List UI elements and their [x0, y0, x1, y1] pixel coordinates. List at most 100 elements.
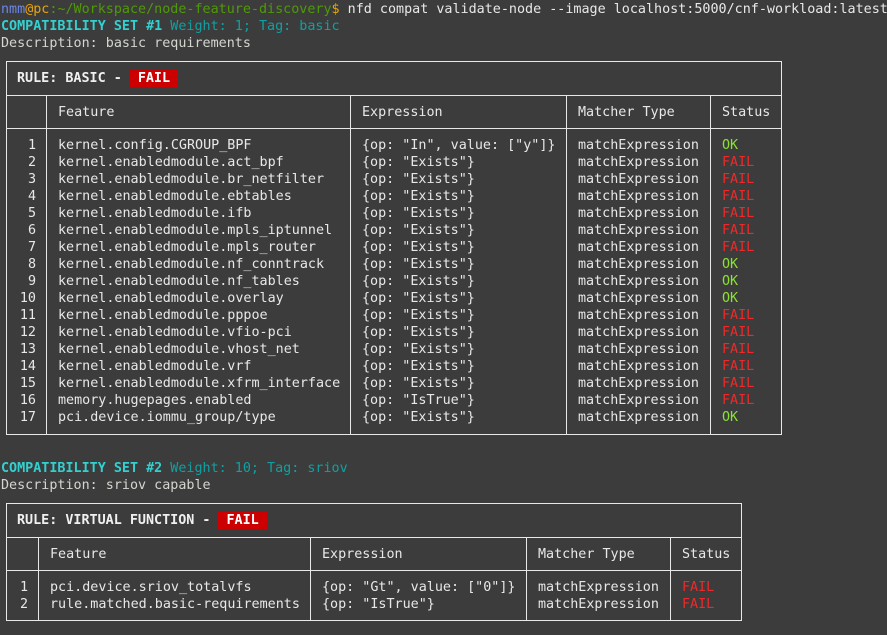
- row-index: 7: [27, 240, 36, 255]
- expression: {op: "Exists"}: [362, 359, 475, 374]
- feature-name: kernel.enabledmodule.ebtables: [58, 189, 292, 204]
- status: OK: [722, 291, 739, 306]
- feature-name: kernel.enabledmodule.nf_conntrack: [58, 257, 325, 272]
- prompt-host: pc: [33, 2, 50, 17]
- matcher-type: matchExpression: [578, 325, 699, 340]
- set-title: COMPATIBILITY SET #1: [1, 19, 163, 34]
- matcher-type: matchExpression: [578, 240, 699, 255]
- rule-name: RULE: VIRTUAL FUNCTION -: [17, 513, 211, 528]
- column-status: FAIL FAIL: [670, 571, 741, 621]
- table-body: 1 2 pci.device.sriov_totalvfs rule.matched.…: [7, 571, 741, 621]
- header-matcher-type: Matcher Type: [566, 96, 710, 128]
- row-index: 6: [27, 223, 36, 238]
- row-index: 2: [27, 155, 36, 170]
- feature-name: pci.device.sriov_totalvfs: [50, 580, 252, 595]
- column-status: OK FAIL FAIL FAIL FAIL FAIL FAIL OK OK OK FAIL FAIL…: [710, 129, 781, 434]
- status: FAIL: [682, 580, 715, 595]
- header-feature: Feature: [38, 538, 310, 570]
- set-meta: Weight: 1; Tag: basic: [162, 19, 340, 34]
- matcher-type: matchExpression: [578, 274, 699, 289]
- expression: {op: "Exists"}: [362, 325, 475, 340]
- feature-name: kernel.enabledmodule.vfio-pci: [58, 325, 292, 340]
- expression: {op: "In", value: ["y"]}: [362, 138, 556, 153]
- column-matcher-type: matchExpression matchExpression: [526, 571, 670, 621]
- expression: {op: "Exists"}: [362, 410, 475, 425]
- expression: {op: "Exists"}: [362, 274, 475, 289]
- column-expression: {op: "Gt", value: ["0"]} {op: "IsTrue"}: [310, 571, 526, 621]
- status: FAIL: [722, 325, 755, 340]
- column-matcher-type: matchExpression matchExpression matchExpre…: [566, 129, 710, 434]
- expression: {op: "Exists"}: [362, 308, 475, 323]
- rule-table-basic: RULE: BASIC - FAIL Feature Expression Mat…: [6, 61, 782, 435]
- table-body: 1 2 3 4 5 6 7 8 9 10 11 12 13 14 15 16 17 kernel.config.C…: [7, 129, 781, 434]
- matcher-type: matchExpression: [578, 206, 699, 221]
- matcher-type: matchExpression: [578, 172, 699, 187]
- feature-name: kernel.enabledmodule.mpls_router: [58, 240, 316, 255]
- column-feature-name: kernel.config.CGROUP_BPF kernel.enabledmo…: [46, 129, 350, 434]
- row-index: 16: [19, 393, 36, 408]
- feature-name: kernel.enabledmodule.mpls_iptunnel: [58, 223, 333, 238]
- feature-name: kernel.enabledmodule.pppoe: [58, 308, 268, 323]
- expression: {op: "Exists"}: [362, 376, 475, 391]
- status: FAIL: [722, 172, 755, 187]
- header-status: Status: [710, 96, 781, 128]
- command-text: nfd compat validate-node --image localho…: [339, 2, 887, 17]
- header-feature: Feature: [46, 96, 350, 128]
- matcher-type: matchExpression: [578, 223, 699, 238]
- matcher-type: matchExpression: [578, 257, 699, 272]
- feature-name: kernel.enabledmodule.overlay: [58, 291, 284, 306]
- matcher-type: matchExpression: [538, 597, 659, 612]
- row-index: 3: [27, 172, 36, 187]
- matcher-type: matchExpression: [578, 155, 699, 170]
- row-index: 4: [27, 189, 36, 204]
- row-index: 13: [19, 342, 36, 357]
- row-index: 10: [19, 291, 36, 306]
- expression: {op: "Exists"}: [362, 155, 475, 170]
- status: FAIL: [722, 359, 755, 374]
- feature-name: kernel.config.CGROUP_BPF: [58, 138, 252, 153]
- feature-name: memory.hugepages.enabled: [58, 393, 252, 408]
- status: FAIL: [722, 223, 755, 238]
- feature-name: kernel.enabledmodule.vhost_net: [58, 342, 300, 357]
- feature-name: rule.matched.basic-requirements: [50, 597, 300, 612]
- prompt-user: nmm: [1, 2, 26, 17]
- expression: {op: "Exists"}: [362, 240, 475, 255]
- expression: {op: "Exists"}: [362, 206, 475, 221]
- row-index: 17: [19, 410, 36, 425]
- matcher-type: matchExpression: [578, 410, 699, 425]
- status: FAIL: [722, 308, 755, 323]
- status: FAIL: [722, 376, 755, 391]
- row-index: 12: [19, 325, 36, 340]
- expression: {op: "Gt", value: ["0"]}: [322, 580, 516, 595]
- header-status: Status: [670, 538, 741, 570]
- set2-heading: COMPATIBILITY SET #2 Weight: 10; Tag: sr…: [1, 460, 348, 477]
- feature-name: pci.device.iommu_group/type: [58, 410, 276, 425]
- status: OK: [722, 257, 739, 272]
- rule-table-virtual-function: RULE: VIRTUAL FUNCTION - FAIL Feature Exp…: [6, 503, 742, 621]
- feature-name: kernel.enabledmodule.br_netfilter: [58, 172, 325, 187]
- row-index: 2: [19, 597, 28, 612]
- row-index: 14: [19, 359, 36, 374]
- expression: {op: "Exists"}: [362, 172, 475, 187]
- header-index: [7, 538, 38, 570]
- column-feature-name: pci.device.sriov_totalvfs rule.matched.ba…: [38, 571, 310, 621]
- status: OK: [722, 138, 739, 153]
- set1-heading: COMPATIBILITY SET #1 Weight: 1; Tag: bas…: [1, 18, 340, 35]
- row-index: 1: [19, 580, 28, 595]
- row-index: 8: [27, 257, 36, 272]
- status: FAIL: [722, 240, 755, 255]
- header-expression: Expression: [350, 96, 566, 128]
- expression: {op: "Exists"}: [362, 189, 475, 204]
- column-row-index: 1 2 3 4 5 6 7 8 9 10 11 12 13 14 15 16 17: [7, 129, 46, 434]
- header-matcher-type: Matcher Type: [526, 538, 670, 570]
- rule-title: RULE: BASIC - FAIL: [7, 62, 781, 96]
- feature-name: kernel.enabledmodule.act_bpf: [58, 155, 284, 170]
- expression: {op: "Exists"}: [362, 223, 475, 238]
- status: FAIL: [682, 597, 715, 612]
- status: FAIL: [722, 206, 755, 221]
- status: OK: [722, 274, 739, 289]
- set-meta: Weight: 10; Tag: sriov: [162, 461, 348, 476]
- expression: {op: "Exists"}: [362, 342, 475, 357]
- shell-prompt-line: nmm@pc:~/Workspace/node-feature-discover…: [1, 1, 887, 18]
